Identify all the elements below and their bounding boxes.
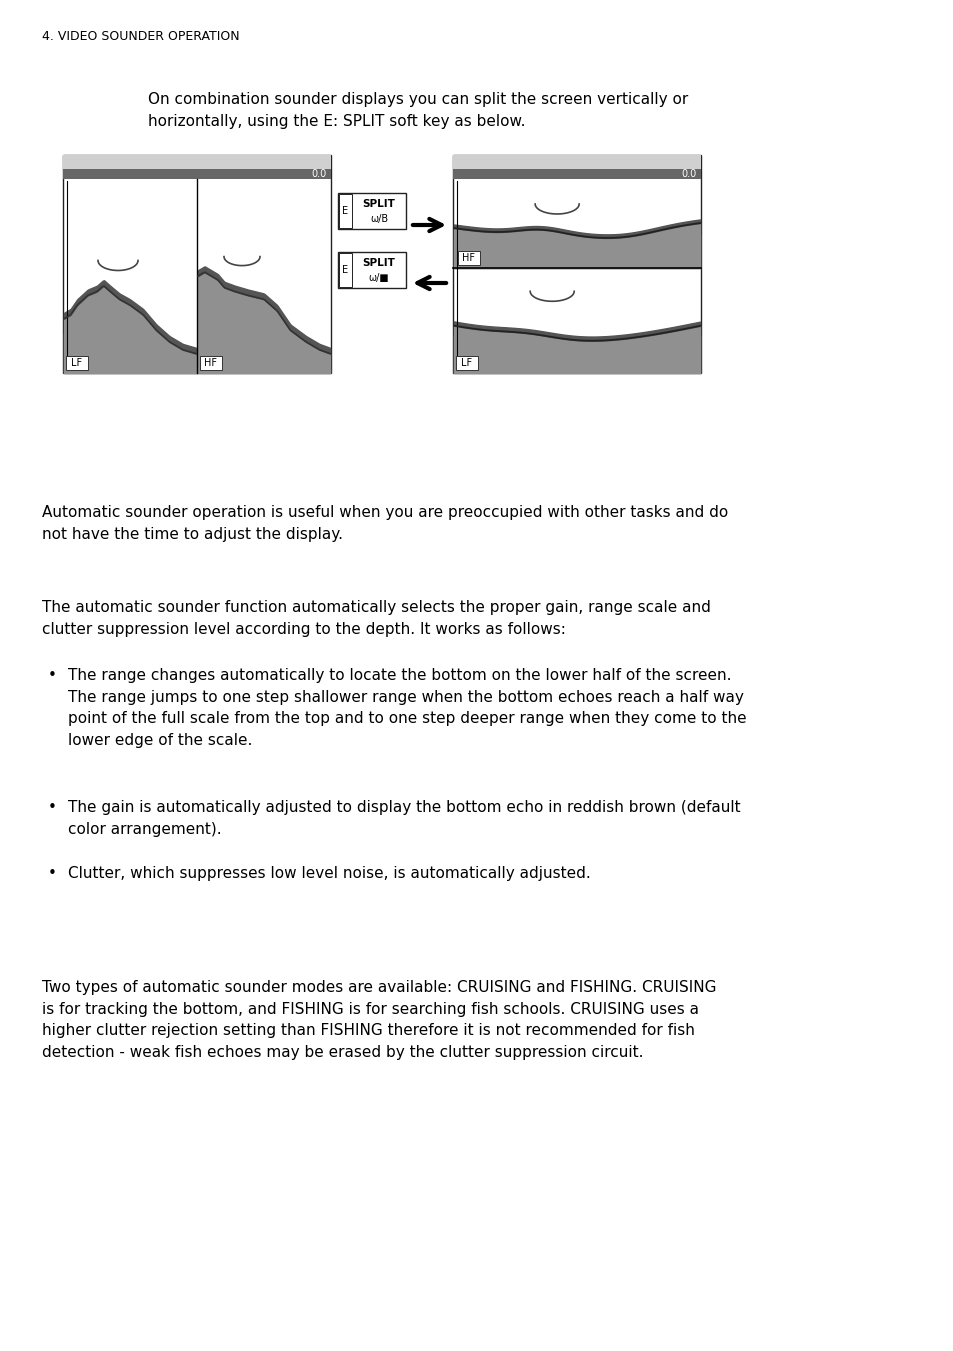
- Text: ω/B: ω/B: [370, 213, 388, 224]
- Bar: [200, 357, 222, 370]
- Text: On combination sounder displays you can split the screen vertically or
horizonta: On combination sounder displays you can …: [148, 92, 687, 128]
- Text: 0.0: 0.0: [312, 169, 327, 178]
- Text: E: E: [342, 205, 348, 216]
- Text: •: •: [48, 800, 57, 815]
- Text: LF: LF: [71, 358, 83, 367]
- Bar: [456, 357, 477, 370]
- Text: Two types of automatic sounder modes are available: CRUISING and FISHING. CRUISI: Two types of automatic sounder modes are…: [42, 979, 716, 1059]
- Text: The range changes automatically to locate the bottom on the lower half of the sc: The range changes automatically to locat…: [68, 667, 746, 748]
- Text: SPLIT: SPLIT: [362, 199, 395, 209]
- Text: Clutter, which suppresses low level noise, is automatically adjusted.: Clutter, which suppresses low level nois…: [68, 866, 590, 881]
- Bar: [66, 357, 88, 370]
- Bar: [63, 155, 331, 169]
- Bar: [453, 155, 700, 373]
- Bar: [63, 169, 331, 178]
- Bar: [337, 193, 406, 230]
- Text: ω/■: ω/■: [368, 273, 389, 282]
- Text: The gain is automatically adjusted to display the bottom echo in reddish brown (: The gain is automatically adjusted to di…: [68, 800, 740, 836]
- Text: 4. VIDEO SOUNDER OPERATION: 4. VIDEO SOUNDER OPERATION: [42, 30, 239, 43]
- Text: LF: LF: [461, 358, 472, 367]
- Bar: [63, 155, 331, 373]
- Bar: [338, 253, 352, 286]
- Bar: [457, 251, 479, 265]
- Text: The automatic sounder function automatically selects the proper gain, range scal: The automatic sounder function automatic…: [42, 600, 710, 636]
- Text: E: E: [342, 265, 348, 276]
- Bar: [453, 155, 700, 169]
- Text: 0.0: 0.0: [681, 169, 697, 178]
- Text: •: •: [48, 667, 57, 684]
- Text: Automatic sounder operation is useful when you are preoccupied with other tasks : Automatic sounder operation is useful wh…: [42, 505, 727, 542]
- Text: HF: HF: [462, 253, 475, 263]
- Bar: [453, 169, 700, 178]
- Bar: [338, 195, 352, 228]
- Text: •: •: [48, 866, 57, 881]
- Text: SPLIT: SPLIT: [362, 258, 395, 267]
- Bar: [337, 253, 406, 288]
- Text: HF: HF: [204, 358, 217, 367]
